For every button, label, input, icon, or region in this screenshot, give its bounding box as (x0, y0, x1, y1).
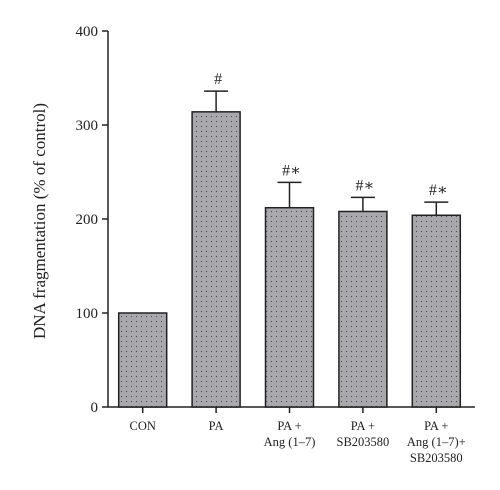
y-axis-title: DNA fragmentation (% of control) (30, 103, 49, 339)
bar (264, 206, 315, 408)
y-tick-label: 0 (91, 400, 99, 416)
x-tick-label: PA + Ang (1–7)+ SB203580 (407, 419, 466, 465)
x-tick-label-line: SB203580 (337, 435, 390, 449)
x-tick-label: PA + Ang (1–7) (264, 419, 316, 449)
bar (411, 214, 462, 408)
x-tick-label: PA + SB203580 (337, 419, 390, 449)
significance-label: #∗ (355, 177, 374, 194)
x-tick-label-line: SB203580 (410, 451, 463, 465)
x-tick-label-line: PA (209, 419, 224, 433)
x-tick-label-line: Ang (1–7) (264, 435, 316, 449)
x-tick-label-line: Ang (1–7)+ (407, 435, 466, 449)
x-tick-label-line: PA + (424, 419, 448, 433)
y-tick-label: 300 (76, 118, 99, 134)
x-tick-label: PA (209, 419, 224, 433)
bar (338, 210, 388, 408)
significance-label: #∗ (429, 182, 448, 199)
y-tick-label: 100 (76, 306, 99, 322)
x-tick-label-line: PA + (277, 419, 301, 433)
x-tick-label: CON (129, 419, 155, 433)
bar (191, 111, 241, 408)
x-tick-label-line: PA + (351, 419, 375, 433)
y-tick-label: 200 (76, 212, 99, 228)
significance-label: # (214, 71, 222, 88)
y-tick-label: 400 (76, 24, 99, 40)
bar (117, 312, 168, 408)
x-tick-label-line: CON (129, 419, 155, 433)
significance-label: #∗ (282, 162, 301, 179)
plot-area: 0 100 200 300 400 CON # PA #∗ PA + Ang (1–7) #∗ PA +… (76, 24, 475, 465)
